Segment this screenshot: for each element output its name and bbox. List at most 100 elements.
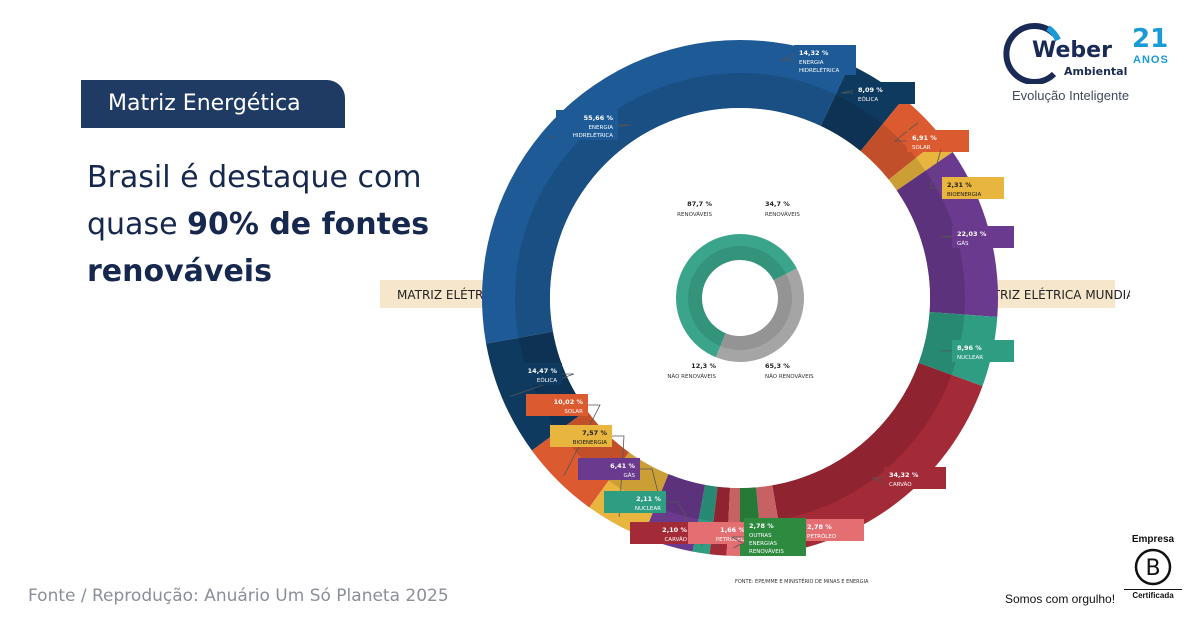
headline-line3: renováveis	[87, 248, 447, 295]
world-callout-value: 2,31 %	[947, 181, 972, 189]
brazil-callout-label: ENERGIA	[588, 125, 613, 131]
brazil-callout-solar: 10,02 % SOLAR	[526, 394, 601, 476]
bcorp-top-label: Empresa	[1131, 534, 1175, 545]
brazil-callout-box	[578, 458, 640, 480]
brazil-callout-value: 14,47 %	[528, 367, 558, 375]
world-slice-shade-outras-energias-renovaveis	[740, 487, 760, 523]
brazil-callout-label: CARVÃO	[664, 536, 687, 543]
world-callout-label: BIOENERGIA	[947, 192, 981, 198]
world-callout-carvao: 34,32 % CARVÃO	[871, 467, 946, 491]
world-callout-label: ENERGIAS	[749, 541, 778, 547]
inner-value-label: 12,3 %	[691, 362, 716, 370]
pride-text: Somos com orgulho!	[1005, 592, 1116, 606]
world-callout-box	[794, 45, 856, 75]
inner-value-label: 65,3 %	[765, 362, 790, 370]
world-slice-shade-energia-hidreletrica	[740, 73, 836, 127]
inner-value-label: 34,7 %	[765, 200, 790, 208]
brazil-callout-label: HIDRELÉTRICA	[573, 131, 613, 139]
brazil-callout-box	[630, 522, 692, 544]
headline-line2-bold: 90% de fontes	[187, 207, 430, 242]
headline-line2: quase 90% de fontes	[87, 201, 447, 248]
inner-value-label: 87,7 %	[687, 200, 712, 208]
headline-line1: Brasil é destaque com	[87, 160, 422, 195]
brazil-callout-label: NUCLEAR	[635, 506, 661, 512]
brazil-callout-gas: 6,41 % GÁS	[578, 458, 671, 539]
brazil-callout-value: 1,66 %	[720, 526, 745, 534]
headline-line2-pre: quase	[87, 207, 188, 242]
world-callout-value: 8,96 %	[957, 344, 982, 352]
logo-name: Weber	[1032, 38, 1112, 63]
world-slice-shade-gas	[896, 170, 966, 315]
bcorp-icon: B	[1134, 548, 1172, 586]
world-callout-label: RENOVÁVEIS	[749, 548, 784, 555]
world-slice-shade-eolica	[820, 94, 883, 152]
world-callout-label: EÓLICA	[858, 96, 878, 103]
logo-sub: Ambiental	[1064, 65, 1128, 78]
inner-world-nao-renovaveis	[740, 268, 804, 362]
logo-years: ANOS	[1133, 54, 1169, 66]
world-callout-value: 8,09 %	[858, 86, 883, 94]
brazil-slice-shade-gas	[655, 474, 706, 520]
world-callout-label: ENERGIA	[799, 60, 824, 66]
world-callout-label: CARVÃO	[889, 481, 912, 488]
energy-matrix-chart: MATRIZ ELÉTRICA BRASILEIRA MATRIZ ELÉTRI…	[380, 40, 1130, 585]
inner-world-shade-nao-renovaveis	[740, 273, 792, 350]
world-callout-box	[802, 519, 864, 541]
inner-category-label: NÃO RENOVÁVEIS	[667, 373, 716, 380]
world-callout-box	[907, 130, 969, 152]
brazil-slice-energia-hidreletrica	[482, 40, 740, 344]
brazil-leader-line	[640, 468, 671, 539]
brazil-callout-box	[526, 394, 588, 416]
brazil-callout-box	[500, 363, 562, 385]
brazil-leader-line	[510, 373, 575, 397]
brazil-callout-value: 2,10 %	[662, 526, 687, 534]
world-callout-label: PETRÓLEO	[807, 533, 837, 540]
world-slice-shade-carvao	[772, 362, 952, 520]
brazil-callout-box	[550, 425, 612, 447]
world-leader-line	[929, 149, 942, 189]
world-callout-value: 22,03 %	[957, 230, 987, 238]
world-callout-value: 34,32 %	[889, 471, 919, 479]
world-callout-box	[744, 518, 806, 556]
brazil-callout-label: SOLAR	[564, 409, 583, 415]
brazil-callout-eolica: 14,47 % EÓLICA	[500, 363, 575, 397]
world-callout-gas: 22,03 % GÁS	[939, 226, 1014, 248]
brazil-callout-bioenergia: 7,57 % BIOENERGIA	[550, 425, 625, 517]
inner-category-label: RENOVÁVEIS	[677, 211, 712, 218]
brazil-callout-value: 10,02 %	[554, 398, 584, 406]
world-slice-solar	[860, 98, 942, 180]
world-slice-shade-solar	[860, 124, 917, 180]
brazil-slice-shade-petroleo	[728, 487, 740, 523]
world-slice-carvao	[772, 362, 983, 553]
brazil-callout-label: PETRÓLEO	[716, 536, 746, 543]
headline: Brasil é destaque com quase 90% de fonte…	[87, 154, 447, 295]
world-callout-box	[853, 82, 915, 104]
world-callout-label: OUTRAS	[749, 533, 772, 539]
brazil-callout-value: 6,41 %	[610, 462, 635, 470]
inner-brazil-shade-nao-renovaveis	[720, 333, 740, 350]
brazil-callout-label: EÓLICA	[537, 377, 557, 384]
world-callout-bioenergia: 2,31 % BIOENERGIA	[929, 149, 1004, 199]
inner-category-label: RENOVÁVEIS	[765, 211, 800, 218]
brazil-callout-label: BIOENERGIA	[573, 440, 607, 446]
world-callout-box	[952, 340, 1014, 362]
inner-brazil-shade-renovaveis	[688, 246, 740, 347]
bcorp-badge: Empresa B Certificada	[1124, 534, 1182, 606]
inner-world-renovaveis	[740, 234, 797, 281]
inner-brazil-renovaveis	[676, 234, 740, 358]
weber-logo: Weber Ambiental 21 ANOS Evolução Intelig…	[1002, 20, 1182, 110]
logo-number: 21	[1132, 24, 1169, 54]
ring-hole	[550, 108, 930, 488]
world-callout-eolica: 8,09 % EÓLICA	[840, 82, 915, 104]
world-callout-value: 6,91 %	[912, 134, 937, 142]
brazil-slice-shade-carvao	[713, 486, 731, 523]
inner-world-shade-renovaveis	[740, 246, 787, 281]
inner-category-label: NÃO RENOVÁVEIS	[765, 373, 814, 380]
bcorp-letter: B	[1145, 556, 1160, 581]
category-tag: Matriz Energética	[81, 80, 345, 128]
brazil-slice-shade-nuclear	[698, 484, 718, 522]
world-leader-line	[893, 122, 919, 142]
brazil-callout-value: 2,11 %	[636, 495, 661, 503]
